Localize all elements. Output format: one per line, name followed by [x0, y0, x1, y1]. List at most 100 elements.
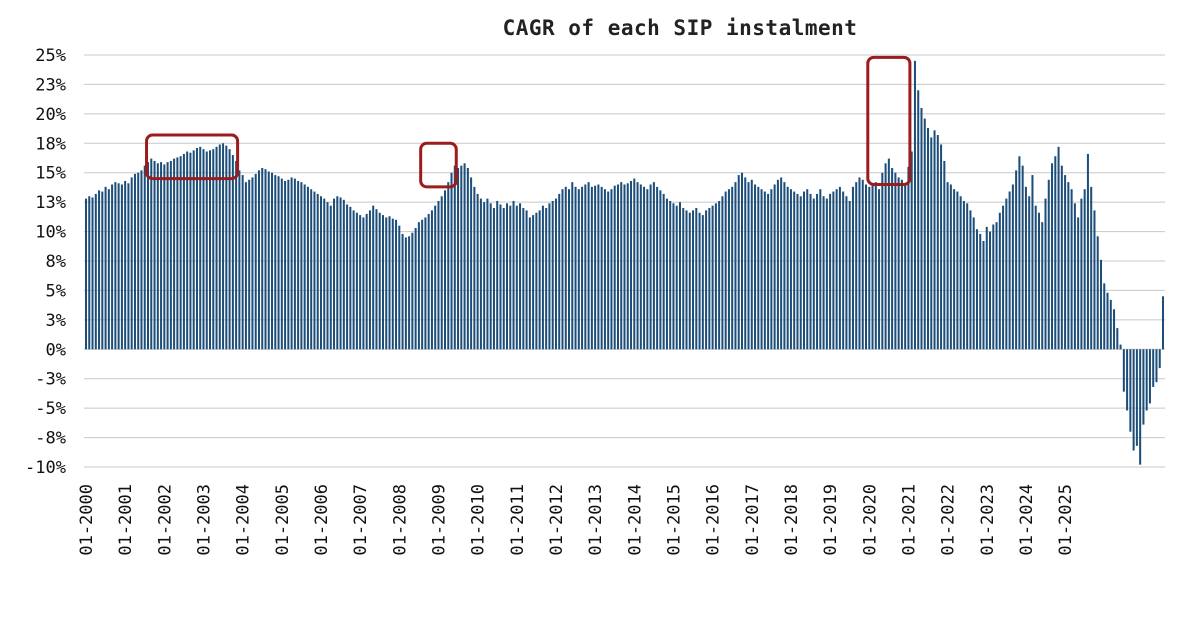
bar: [705, 210, 708, 350]
bar: [933, 130, 936, 350]
bar: [160, 162, 163, 350]
bar: [496, 200, 499, 350]
bar: [643, 186, 646, 350]
bar: [133, 173, 136, 350]
bar: [613, 185, 616, 350]
bar: [995, 222, 998, 350]
bar: [251, 177, 254, 350]
bar: [979, 233, 982, 350]
bar: [796, 193, 799, 350]
bar: [949, 184, 952, 350]
bar: [1028, 196, 1031, 350]
bar: [855, 182, 858, 350]
x-tick-label: 01-2014: [625, 484, 645, 556]
bar: [864, 184, 868, 350]
bar: [1148, 349, 1151, 404]
bar: [267, 171, 270, 350]
bar: [538, 210, 541, 350]
bar: [404, 237, 407, 350]
bar: [584, 184, 587, 350]
bar: [199, 146, 202, 350]
bar: [388, 216, 391, 350]
bar: [499, 204, 502, 350]
bar: [1093, 210, 1096, 350]
bar: [225, 145, 228, 350]
bar: [489, 203, 492, 350]
bar: [378, 212, 381, 350]
x-tick-label: 01-2004: [234, 484, 254, 556]
y-tick-label: 15%: [35, 164, 66, 184]
bar: [1080, 198, 1083, 350]
bar: [98, 190, 101, 350]
bar: [1135, 349, 1138, 446]
bar: [672, 203, 675, 350]
bar: [789, 189, 792, 350]
bar: [460, 165, 463, 350]
bar: [362, 217, 365, 350]
bar: [140, 170, 143, 350]
bar: [1161, 296, 1165, 350]
bar: [806, 189, 809, 350]
bar: [306, 186, 309, 350]
bar: [222, 143, 225, 350]
bar: [597, 184, 600, 350]
bar: [381, 215, 385, 350]
bar: [701, 215, 704, 350]
x-tick-label: 01-2008: [390, 484, 410, 556]
bar: [111, 184, 114, 350]
bar: [851, 186, 854, 350]
bar: [760, 189, 763, 350]
x-tick-label: 01-2017: [743, 484, 763, 556]
bar: [750, 179, 753, 350]
bar: [1067, 182, 1070, 350]
bar: [969, 210, 972, 350]
bar: [257, 170, 260, 350]
bar: [825, 198, 828, 350]
bar: [150, 158, 153, 350]
bar: [665, 198, 668, 350]
bar: [943, 160, 946, 350]
bar: [812, 198, 815, 350]
bar: [375, 209, 378, 350]
y-tick-label: 5%: [46, 281, 66, 301]
bar: [776, 179, 779, 350]
bar: [940, 144, 943, 350]
bar: [620, 182, 623, 350]
bar: [1064, 175, 1067, 350]
bar: [88, 196, 91, 350]
bar: [881, 172, 884, 350]
bar: [838, 186, 841, 350]
bar: [293, 178, 296, 350]
bar: [284, 180, 287, 350]
bar: [1041, 222, 1044, 350]
bar: [248, 179, 251, 350]
bar: [486, 198, 489, 350]
bar: [868, 186, 871, 350]
bar: [522, 208, 525, 350]
y-tick-label: 0%: [46, 340, 66, 360]
bar: [124, 180, 127, 350]
bar: [453, 165, 456, 350]
bar: [669, 200, 672, 350]
bar: [1037, 212, 1040, 350]
highlight-box: [419, 141, 458, 189]
bar: [842, 191, 845, 350]
bar: [316, 193, 319, 350]
bar: [721, 196, 724, 350]
bar: [682, 208, 685, 350]
bar: [740, 172, 744, 350]
bar: [832, 191, 835, 350]
y-tick-label: 18%: [35, 134, 66, 154]
bar: [861, 179, 864, 350]
bar: [649, 184, 652, 350]
bar: [1054, 156, 1057, 350]
bar: [897, 177, 900, 350]
y-axis-ticks: 25% 23% 20% 18% 15% 13% 10% 8% 5% 3% 0% -3% -5% -8% -1…: [25, 46, 66, 478]
bar: [1002, 205, 1005, 350]
x-tick-label: 01-2024: [1017, 484, 1037, 556]
x-tick-label: 01-2006: [312, 484, 332, 556]
bar: [1011, 184, 1014, 350]
bar: [231, 155, 234, 350]
bar: [561, 189, 564, 350]
bar: [600, 186, 603, 350]
